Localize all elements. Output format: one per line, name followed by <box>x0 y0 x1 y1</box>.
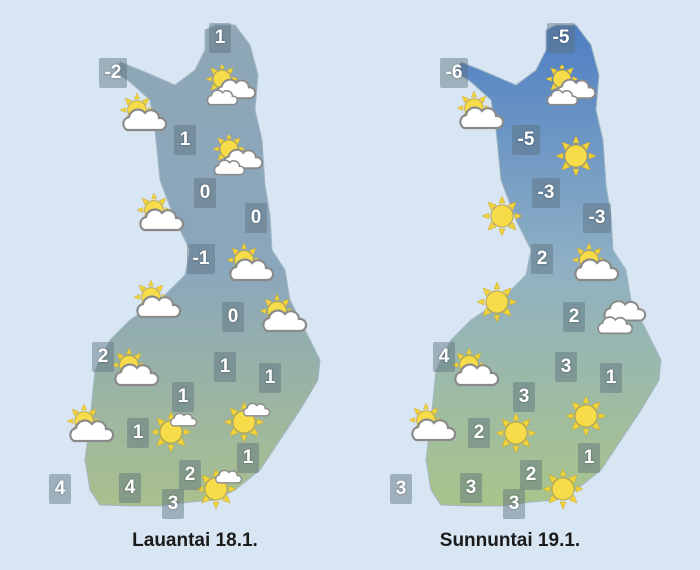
temperature-label: -3 <box>532 178 560 208</box>
temperature-label: 4 <box>433 342 455 372</box>
temperature-label: 1 <box>172 382 194 412</box>
temperature-label: 3 <box>390 474 412 504</box>
temperature-label: 1 <box>127 418 149 448</box>
temperature-label: -5 <box>547 23 575 53</box>
temperature-label: 1 <box>578 443 600 473</box>
temperature-label: 1 <box>174 125 196 155</box>
day-caption-saturday: Lauantai 18.1. <box>132 530 258 551</box>
temperature-label: 1 <box>237 443 259 473</box>
temperature-label: 4 <box>119 473 141 503</box>
temperature-label: 2 <box>563 302 585 332</box>
partly-cloudy-icon <box>406 402 458 448</box>
temperature-label: 0 <box>222 302 244 332</box>
temperature-label: 2 <box>179 460 201 490</box>
partly-cloudy-icon <box>544 65 596 111</box>
temperature-label: 0 <box>194 178 216 208</box>
temperature-label: 1 <box>214 352 236 382</box>
temperature-label: 3 <box>513 382 535 412</box>
temperature-label: 2 <box>531 244 553 274</box>
temperature-label: 1 <box>259 363 281 393</box>
partly-cloudy-icon <box>449 347 501 393</box>
temperature-label: 2 <box>468 418 490 448</box>
temperature-label: 2 <box>92 342 114 372</box>
temperature-label: 2 <box>520 460 542 490</box>
temperature-label: 3 <box>460 473 482 503</box>
temperature-label: 3 <box>555 352 577 382</box>
sun-icon <box>490 410 542 456</box>
sun-icon <box>471 279 523 325</box>
cloudy-icon <box>597 295 649 341</box>
partly-cloudy-icon <box>454 90 506 136</box>
day-caption-sunday: Sunnuntai 19.1. <box>439 530 581 551</box>
sun-icon <box>560 393 612 439</box>
partly-cloudy-icon <box>569 242 621 288</box>
temperature-label: 1 <box>600 363 622 393</box>
temperature-label: 0 <box>245 203 267 233</box>
sun-icon <box>476 193 528 239</box>
temperature-label: 4 <box>49 474 71 504</box>
temperature-label: -5 <box>512 125 540 155</box>
temperature-label: -6 <box>440 58 468 88</box>
sun-icon <box>550 133 602 179</box>
temperature-label: -1 <box>187 244 215 274</box>
temperature-label: -3 <box>583 203 611 233</box>
temperature-label: 3 <box>503 489 525 519</box>
temperature-label: 1 <box>209 23 231 53</box>
temperature-label: 3 <box>162 489 184 519</box>
temperature-label: -2 <box>99 58 127 88</box>
